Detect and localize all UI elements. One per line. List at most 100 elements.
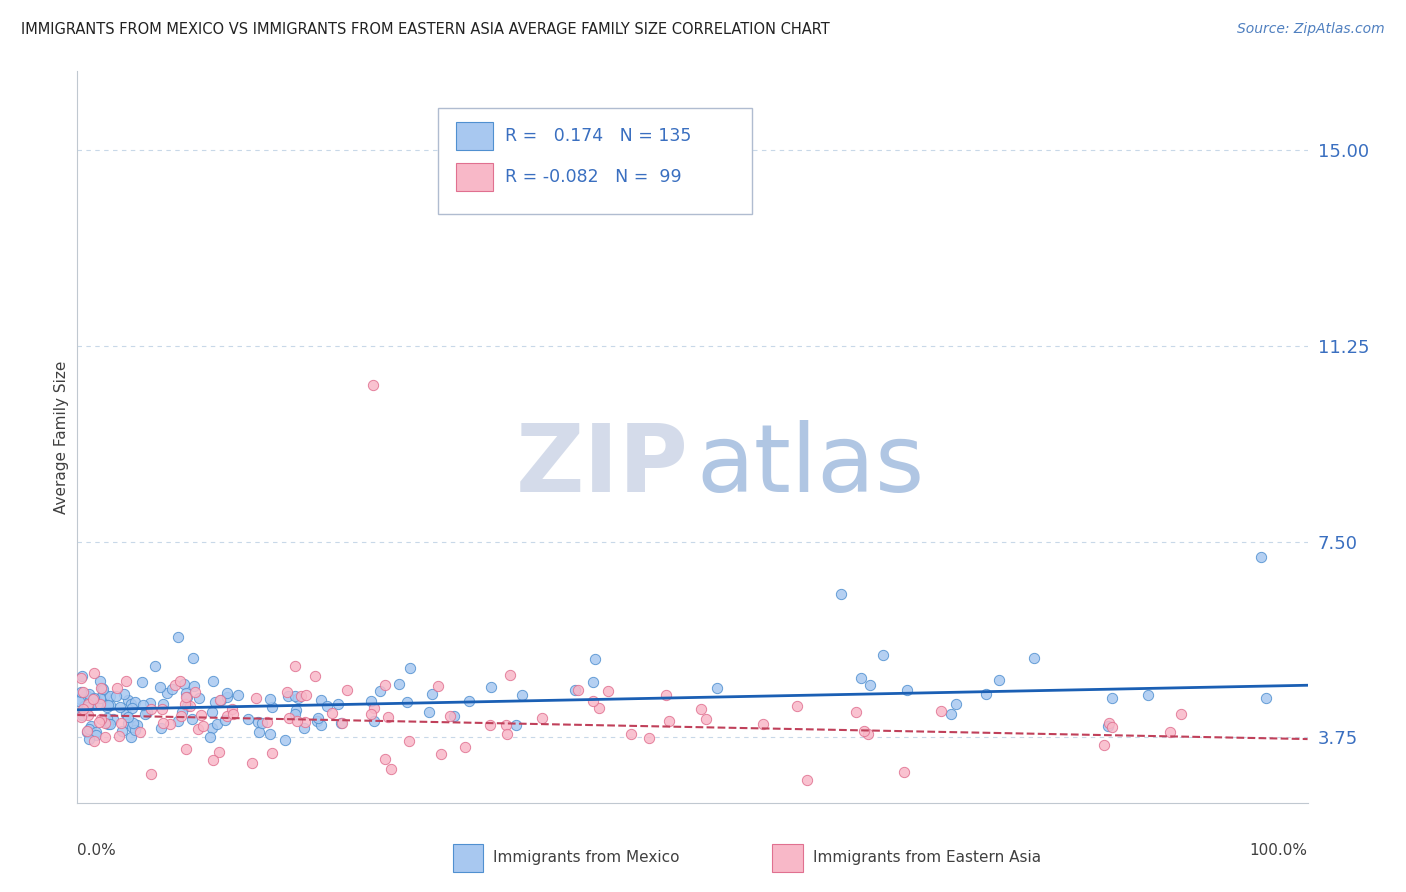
Point (94, 730, 117, 744)
Point (131, 674, 153, 689)
Point (159, 717, 181, 731)
Point (139, 767, 162, 781)
Point (108, 700, 131, 714)
Point (945, 697, 967, 711)
Point (173, 677, 195, 691)
Point (420, 687, 443, 701)
Point (104, 690, 127, 704)
Point (172, 705, 194, 719)
Point (120, 730, 142, 744)
Point (124, 695, 146, 709)
Point (360, 694, 382, 708)
Point (217, 709, 239, 723)
Text: ZIP: ZIP (516, 420, 689, 512)
Point (125, 718, 148, 732)
Point (439, 708, 461, 723)
Point (82, 691, 104, 706)
Point (93, 715, 115, 730)
Point (377, 710, 399, 724)
Point (89, 697, 111, 711)
Point (72, 685, 94, 699)
Point (262, 746, 284, 760)
Point (458, 694, 481, 708)
Point (849, 671, 872, 685)
Point (374, 751, 396, 765)
Point (76, 725, 98, 739)
Text: R = -0.082   N =  99: R = -0.082 N = 99 (506, 168, 682, 186)
Point (284, 702, 307, 716)
Point (84, 728, 107, 742)
Point (97, 698, 120, 713)
Text: 0.0%: 0.0% (77, 843, 117, 858)
Point (98, 689, 121, 703)
Point (84, 725, 107, 739)
Point (276, 685, 298, 699)
Point (124, 723, 146, 737)
Point (187, 722, 209, 736)
Point (309, 692, 332, 706)
Point (190, 707, 212, 722)
Point (204, 695, 226, 709)
Point (121, 719, 143, 733)
Point (184, 685, 207, 699)
Point (96, 700, 118, 714)
Point (91, 682, 114, 697)
Text: atlas: atlas (696, 420, 924, 512)
Point (845, 705, 868, 719)
Point (211, 693, 233, 707)
Point (72, 668, 94, 682)
Point (83, 690, 105, 705)
FancyBboxPatch shape (457, 163, 494, 191)
Point (86, 697, 108, 711)
Point (398, 661, 420, 675)
Point (398, 734, 420, 748)
Point (336, 683, 359, 698)
Point (70, 710, 93, 724)
Point (531, 711, 554, 725)
Point (117, 716, 139, 731)
Point (582, 694, 605, 708)
Point (156, 686, 179, 700)
Point (101, 713, 124, 727)
Text: Immigrants from Mexico: Immigrants from Mexico (494, 850, 679, 865)
Point (388, 676, 411, 690)
Point (115, 706, 138, 721)
Point (1101, 690, 1123, 705)
Point (96, 717, 118, 731)
Point (321, 706, 343, 720)
Point (695, 712, 717, 726)
Point (326, 698, 349, 712)
Point (598, 684, 620, 698)
Point (304, 669, 326, 683)
Point (896, 682, 918, 697)
Point (856, 727, 879, 741)
Point (853, 723, 876, 738)
Point (77, 722, 100, 736)
Point (278, 710, 301, 724)
Text: 100.0%: 100.0% (1250, 843, 1308, 858)
Point (1137, 688, 1160, 702)
Point (83, 665, 105, 680)
Point (76, 697, 98, 711)
Point (893, 764, 915, 779)
Point (135, 705, 157, 719)
Point (240, 756, 263, 771)
Point (260, 699, 283, 714)
Point (620, 727, 643, 741)
Point (163, 678, 186, 692)
Point (143, 659, 166, 673)
Point (76, 708, 98, 723)
Point (193, 718, 215, 732)
Point (77, 687, 100, 701)
Point (974, 687, 997, 701)
Point (89, 673, 111, 688)
Point (1101, 721, 1123, 735)
Point (202, 674, 225, 689)
Point (202, 753, 225, 767)
Point (274, 732, 297, 747)
Point (91, 681, 114, 696)
Point (368, 684, 391, 698)
Text: Source: ZipAtlas.com: Source: ZipAtlas.com (1237, 22, 1385, 37)
Point (70, 708, 93, 723)
Point (380, 762, 402, 776)
